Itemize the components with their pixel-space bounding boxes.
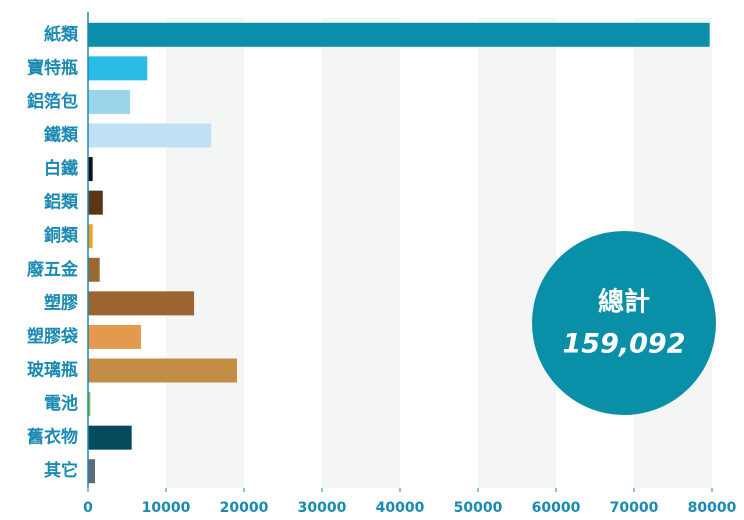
bar	[88, 425, 132, 450]
bar	[88, 358, 237, 383]
y-tick-label: 其它	[44, 460, 78, 481]
band-shade	[478, 18, 556, 488]
y-tick-label: 玻璃瓶	[27, 360, 78, 381]
bar	[88, 459, 96, 484]
bar	[88, 291, 195, 316]
bar	[88, 392, 91, 417]
total-value: 159,092	[563, 329, 686, 360]
x-tick-label: 80000	[688, 500, 737, 516]
x-tick-label: 20000	[220, 500, 269, 516]
x-tick-label: 30000	[298, 500, 347, 516]
y-tick-label: 鐵類	[44, 125, 79, 146]
band-shade	[166, 18, 244, 488]
band-shade	[322, 18, 400, 488]
bar	[88, 324, 142, 349]
y-tick-label: 塑膠袋	[27, 326, 79, 347]
x-tick-label: 60000	[532, 500, 581, 516]
bar	[88, 89, 131, 114]
y-tick-label: 鋁類	[44, 192, 79, 213]
x-tick-label: 70000	[610, 500, 659, 516]
x-tick-label: 40000	[376, 500, 425, 516]
total-badge	[532, 231, 716, 415]
y-tick-label: 寶特瓶	[27, 57, 78, 78]
bar	[88, 123, 212, 148]
y-tick-label: 白鐵	[44, 158, 78, 179]
bar	[88, 224, 93, 249]
bar	[88, 157, 93, 182]
bar	[88, 22, 710, 47]
x-tick-label: 50000	[454, 500, 503, 516]
y-tick-label: 電池	[44, 393, 78, 414]
bar	[88, 190, 103, 215]
x-tick-label: 0	[83, 500, 93, 516]
bar	[88, 56, 148, 81]
y-tick-label: 塑膠	[44, 292, 78, 313]
y-tick-label: 紙類	[44, 24, 79, 45]
bar	[88, 257, 100, 282]
y-tick-label: 鋁箔包	[27, 91, 78, 112]
y-tick-label: 廢五金	[27, 259, 79, 280]
x-tick-label: 10000	[142, 500, 191, 516]
total-title: 總計	[598, 287, 650, 318]
y-tick-label: 舊衣物	[27, 427, 78, 448]
y-tick-label: 銅類	[44, 225, 79, 246]
